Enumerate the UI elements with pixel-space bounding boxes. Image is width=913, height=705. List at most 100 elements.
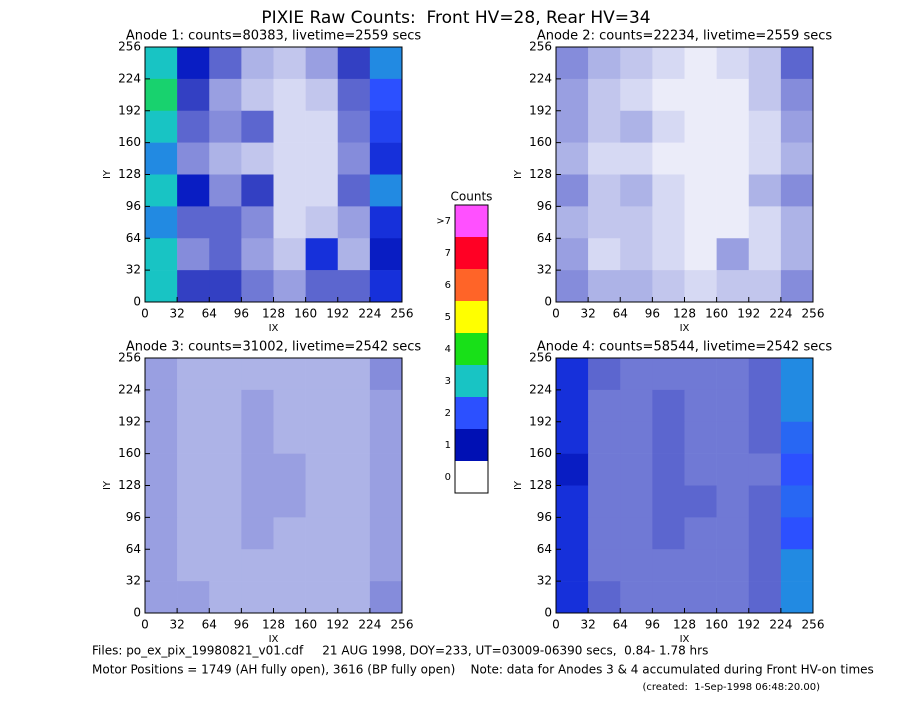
heatmap-cell: [337, 142, 371, 175]
heatmap-cell: [209, 421, 242, 454]
heatmap-cell: [716, 142, 750, 175]
y-tick-label: 32: [126, 574, 141, 588]
heatmap-cell: [337, 110, 371, 143]
heatmap-cell: [684, 549, 717, 582]
colorbar-label: 4: [445, 344, 451, 355]
heatmap-cell: [177, 270, 210, 303]
heatmap-cell: [369, 238, 403, 271]
colorbar-label: 2: [445, 408, 451, 419]
colorbar-cell: [455, 397, 488, 429]
heatmap-cell: [305, 47, 339, 80]
y-tick-label: 64: [126, 231, 141, 245]
heatmap-cell: [209, 78, 242, 112]
heatmap-cell: [177, 174, 210, 207]
heatmap-cell: [652, 206, 685, 239]
heatmap-cell: [369, 47, 403, 80]
heatmap-cell: [305, 581, 339, 614]
heatmap-cell: [273, 517, 306, 550]
y-tick-label: 256: [529, 351, 552, 365]
heatmap-cell: [652, 174, 685, 207]
y-axis-label: IY: [513, 169, 524, 179]
heatmap-cell: [305, 174, 339, 207]
heatmap-cell: [716, 549, 750, 582]
heatmap-cell: [780, 47, 814, 80]
heatmap-cell: [556, 549, 589, 582]
heatmap-cell: [684, 581, 717, 614]
x-tick-label: 128: [673, 307, 696, 321]
heatmap-cell: [556, 517, 589, 550]
heatmap-cell: [620, 358, 653, 391]
heatmap-cell: [556, 421, 589, 454]
heatmap-cell: [716, 581, 750, 614]
heatmap-cell: [177, 485, 210, 518]
heatmap-cell: [652, 358, 685, 391]
heatmap-cell: [684, 453, 717, 486]
heatmap-cell: [716, 389, 750, 423]
heatmap-cell: [337, 581, 371, 614]
heatmap-cell: [716, 110, 750, 143]
heatmap-cell: [748, 174, 782, 207]
x-tick-label: 192: [326, 618, 349, 632]
y-axis-label: IY: [513, 480, 524, 490]
x-tick-label: 0: [141, 618, 149, 632]
heatmap-cell: [748, 270, 782, 303]
heatmap-cell: [337, 358, 371, 391]
heatmap-cell: [780, 389, 814, 423]
heatmap-cell: [556, 174, 589, 207]
x-tick-label: 64: [613, 307, 628, 321]
heatmap-cell: [241, 270, 274, 303]
heatmap-cell: [145, 421, 178, 454]
heatmap-cell: [369, 358, 403, 391]
heatmap-cell: [716, 238, 750, 271]
heatmap-cell: [620, 270, 653, 303]
y-tick-label: 224: [118, 382, 141, 396]
heatmap-cell: [145, 358, 178, 391]
footer-created: (created: 1-Sep-1998 06:48:20.00): [643, 682, 821, 693]
heatmap-cell: [780, 581, 814, 614]
heatmap-cell: [684, 358, 717, 391]
colorbar-cell: [455, 269, 488, 301]
heatmap-cell: [273, 485, 306, 518]
heatmap-cell: [177, 581, 210, 614]
heatmap-cell: [273, 549, 306, 582]
heatmap-cell: [684, 389, 717, 423]
heatmap-cell: [684, 421, 717, 454]
heatmap-cell: [556, 581, 589, 614]
heatmap-cell: [780, 358, 814, 391]
heatmap-cell: [209, 270, 242, 303]
heatmap-cell: [588, 549, 621, 582]
x-axis-label: IX: [680, 323, 690, 334]
x-tick-label: 256: [391, 618, 414, 632]
heatmap-cell: [588, 485, 621, 518]
heatmap-cell: [177, 549, 210, 582]
heatmap-cell: [337, 549, 371, 582]
heatmap-cell: [337, 389, 371, 423]
heatmap-cell: [241, 581, 274, 614]
heatmap-cell: [588, 47, 621, 80]
heatmap-cell: [748, 549, 782, 582]
x-tick-label: 256: [802, 618, 825, 632]
x-tick-label: 224: [358, 307, 381, 321]
heatmap-cell: [209, 110, 242, 143]
chart-title: PIXIE Raw Counts: Front HV=28, Rear HV=3…: [261, 8, 650, 28]
colorbar-label: 1: [445, 440, 451, 451]
y-tick-label: 160: [118, 135, 141, 149]
x-tick-label: 64: [613, 618, 628, 632]
heatmap-cell: [209, 517, 242, 550]
heatmap-cell: [273, 270, 306, 303]
colorbar-cell: [455, 461, 488, 493]
heatmap-cell: [588, 581, 621, 614]
heatmap-cell: [337, 270, 371, 303]
heatmap-cell: [620, 78, 653, 112]
heatmap-cell: [556, 206, 589, 239]
heatmap-cell: [209, 206, 242, 239]
heatmap-cell: [620, 453, 653, 486]
heatmap-cell: [620, 206, 653, 239]
heatmap-cell: [780, 421, 814, 454]
heatmap-cell: [588, 78, 621, 112]
y-tick-label: 32: [537, 574, 552, 588]
x-tick-label: 224: [769, 307, 792, 321]
heatmap-cell: [305, 110, 339, 143]
colorbar-cell: [455, 301, 488, 333]
